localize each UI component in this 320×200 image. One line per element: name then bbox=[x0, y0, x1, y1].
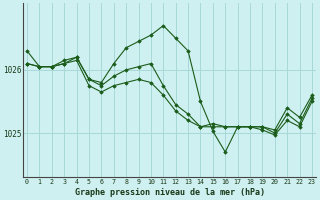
X-axis label: Graphe pression niveau de la mer (hPa): Graphe pression niveau de la mer (hPa) bbox=[75, 188, 265, 197]
